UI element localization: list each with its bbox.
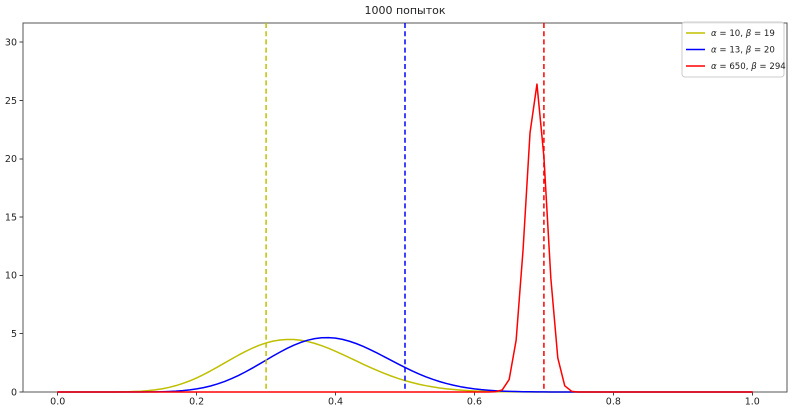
y-axis-tick-label: 0 xyxy=(11,387,17,398)
legend-label: α = 650, β = 294 xyxy=(711,62,786,72)
x-axis-tick-label: 0.8 xyxy=(606,397,621,408)
x-axis-tick-label: 0.0 xyxy=(50,397,65,408)
y-axis-tick-label: 25 xyxy=(5,96,17,107)
chart-title: 1000 попыток xyxy=(364,4,445,17)
x-axis-tick-label: 0.2 xyxy=(189,397,204,408)
legend-entry: α = 10, β = 19 xyxy=(686,29,775,39)
legend-label: α = 10, β = 19 xyxy=(711,29,775,39)
y-axis-tick-label: 20 xyxy=(5,154,17,165)
legend-entry: α = 650, β = 294 xyxy=(686,62,786,72)
y-axis-tick-label: 5 xyxy=(11,329,17,340)
legend-box xyxy=(681,21,785,78)
x-axis: 0.0 0.2 0.4 0.6 0.8 1.0 xyxy=(50,392,760,408)
plot-area: 0.0 0.2 0.4 0.6 0.8 1.0 0 5 10 15 20 25 30 α = 10, β … xyxy=(5,21,788,408)
x-axis-tick-label: 0.6 xyxy=(467,397,482,408)
pdf-curve-2 xyxy=(56,83,754,393)
y-axis-tick-label: 15 xyxy=(5,212,17,223)
legend: α = 10, β = 19 α = 13, β = 20 α = 650, β =… xyxy=(681,21,786,78)
y-axis-tick-label: 30 xyxy=(5,38,17,49)
y-axis-tick-label: 10 xyxy=(5,271,17,282)
legend-entry: α = 13, β = 20 xyxy=(686,46,775,56)
x-axis-tick-label: 1.0 xyxy=(745,397,760,408)
legend-label: α = 13, β = 20 xyxy=(711,46,775,56)
y-axis: 0 5 10 15 20 25 30 xyxy=(5,38,23,398)
x-axis-tick-label: 0.4 xyxy=(328,397,343,408)
vlines-group xyxy=(265,23,545,392)
